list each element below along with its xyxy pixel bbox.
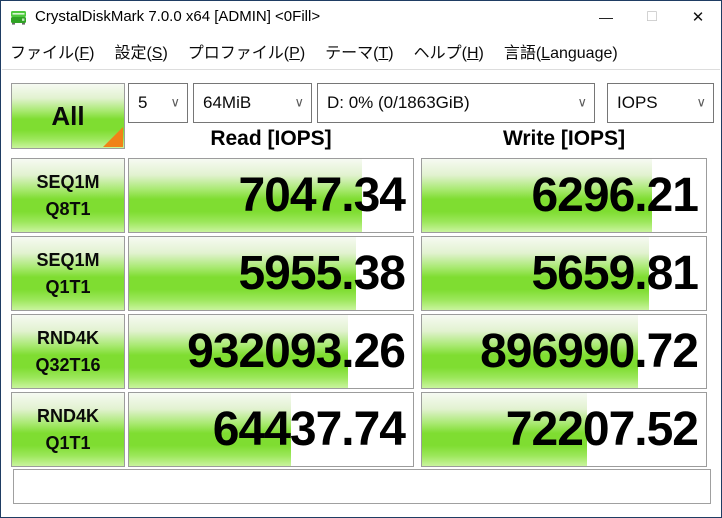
write-score: 5659.81 — [531, 247, 699, 300]
run-all-button[interactable]: All — [11, 83, 125, 149]
minimize-icon: — — [599, 8, 613, 25]
target-drive-select[interactable]: D: 0% (0/1863GiB) ∨ — [317, 83, 595, 123]
queue-thread: Q8T1 — [45, 198, 91, 219]
window-title: CrystalDiskMark 7.0.0 x64 [ADMIN] <0Fill… — [35, 8, 321, 25]
read-column-header: Read [IOPS] — [210, 127, 332, 150]
read-score: 64437.74 — [212, 403, 406, 456]
score-bar — [129, 159, 362, 232]
toolbar: All 5 ∨ 64MiB ∨ D: 0% (0/1863GiB) ∨ IOPS… — [1, 83, 721, 149]
unit-value: IOPS — [617, 93, 658, 112]
table-row: SEQ1M Q1T1 5955.38 5659.81 — [1, 236, 721, 311]
score-bar — [422, 237, 650, 310]
test-count-value: 5 — [138, 93, 148, 112]
comment-bar — [13, 469, 711, 504]
score-bar — [129, 315, 348, 388]
score-bar — [422, 315, 638, 388]
chevron-down-icon: ∨ — [170, 94, 180, 110]
chevron-down-icon: ∨ — [577, 94, 587, 110]
write-score: 6296.21 — [531, 169, 699, 222]
close-icon: ✕ — [691, 8, 705, 26]
menu-item-language[interactable]: 言語(Language) — [503, 44, 618, 62]
read-score-cell: 64437.74 — [128, 392, 414, 467]
test-name: SEQ1M — [36, 171, 100, 192]
menu-item-settings[interactable]: 設定(S) — [114, 44, 168, 62]
run-all-label: All — [51, 100, 85, 131]
read-score-cell: 5955.38 — [128, 236, 414, 311]
close-button[interactable]: ✕ — [675, 1, 721, 32]
menu-item-help[interactable]: ヘルプ(H) — [413, 44, 484, 62]
read-score-cell: 932093.26 — [128, 314, 414, 389]
write-score-cell: 72207.52 — [421, 392, 707, 467]
queue-thread: Q32T16 — [35, 354, 101, 375]
test-button-seq1m-q8t1[interactable]: SEQ1M Q8T1 — [11, 158, 125, 233]
write-score-cell: 6296.21 — [421, 158, 707, 233]
read-score: 7047.34 — [238, 169, 406, 222]
table-row: RND4K Q1T1 64437.74 72207.52 — [1, 392, 721, 467]
minimize-button[interactable]: — — [583, 1, 629, 32]
test-button-seq1m-q1t1[interactable]: SEQ1M Q1T1 — [11, 236, 125, 311]
unit-select[interactable]: IOPS ∨ — [607, 83, 714, 123]
chevron-down-icon: ∨ — [696, 94, 706, 110]
queue-thread: Q1T1 — [45, 276, 91, 297]
write-column-header: Write [IOPS] — [502, 127, 626, 150]
update-notice-corner-icon — [103, 127, 123, 147]
score-bar — [422, 159, 653, 232]
score-bar — [422, 393, 587, 466]
read-score: 932093.26 — [187, 325, 406, 378]
test-count-select[interactable]: 5 ∨ — [128, 83, 188, 123]
score-bar — [129, 237, 357, 310]
maximize-button[interactable]: □ — [629, 1, 675, 32]
read-score-cell: 7047.34 — [128, 158, 414, 233]
write-score-cell: 896990.72 — [421, 314, 707, 389]
test-name: SEQ1M — [36, 249, 100, 270]
table-row: RND4K Q32T16 932093.26 896990.72 — [1, 314, 721, 389]
write-score: 72207.52 — [505, 403, 699, 456]
menu-item-theme[interactable]: テーマ(T) — [325, 44, 394, 62]
chevron-down-icon: ∨ — [294, 94, 304, 110]
column-headers: Read [IOPS] Write [IOPS] — [1, 127, 721, 157]
table-row: SEQ1M Q8T1 7047.34 6296.21 — [1, 158, 721, 233]
test-button-rnd4k-q32t16[interactable]: RND4K Q32T16 — [11, 314, 125, 389]
read-score: 5955.38 — [238, 247, 406, 300]
title-bar[interactable]: CrystalDiskMark 7.0.0 x64 [ADMIN] <0Fill… — [1, 1, 721, 32]
window-controls: — □ ✕ — [583, 1, 721, 32]
test-button-rnd4k-q1t1[interactable]: RND4K Q1T1 — [11, 392, 125, 467]
disk-icon — [11, 10, 26, 25]
queue-thread: Q1T1 — [45, 432, 91, 453]
write-score: 896990.72 — [480, 325, 699, 378]
target-drive-value: D: 0% (0/1863GiB) — [327, 93, 470, 112]
test-size-select[interactable]: 64MiB ∨ — [193, 83, 312, 123]
write-score-cell: 5659.81 — [421, 236, 707, 311]
menu-item-file[interactable]: ファイル(F) — [10, 44, 95, 62]
test-size-value: 64MiB — [203, 93, 252, 112]
menu-item-profile[interactable]: プロファイル(P) — [187, 44, 306, 62]
menu-bar: ファイル(F) 設定(S) プロファイル(P) テーマ(T) ヘルプ(H) 言語… — [2, 32, 720, 70]
maximize-icon: □ — [647, 7, 657, 25]
test-name: RND4K — [36, 327, 99, 348]
test-name: RND4K — [36, 405, 99, 426]
score-bar — [129, 393, 291, 466]
comment-input[interactable] — [14, 470, 710, 503]
